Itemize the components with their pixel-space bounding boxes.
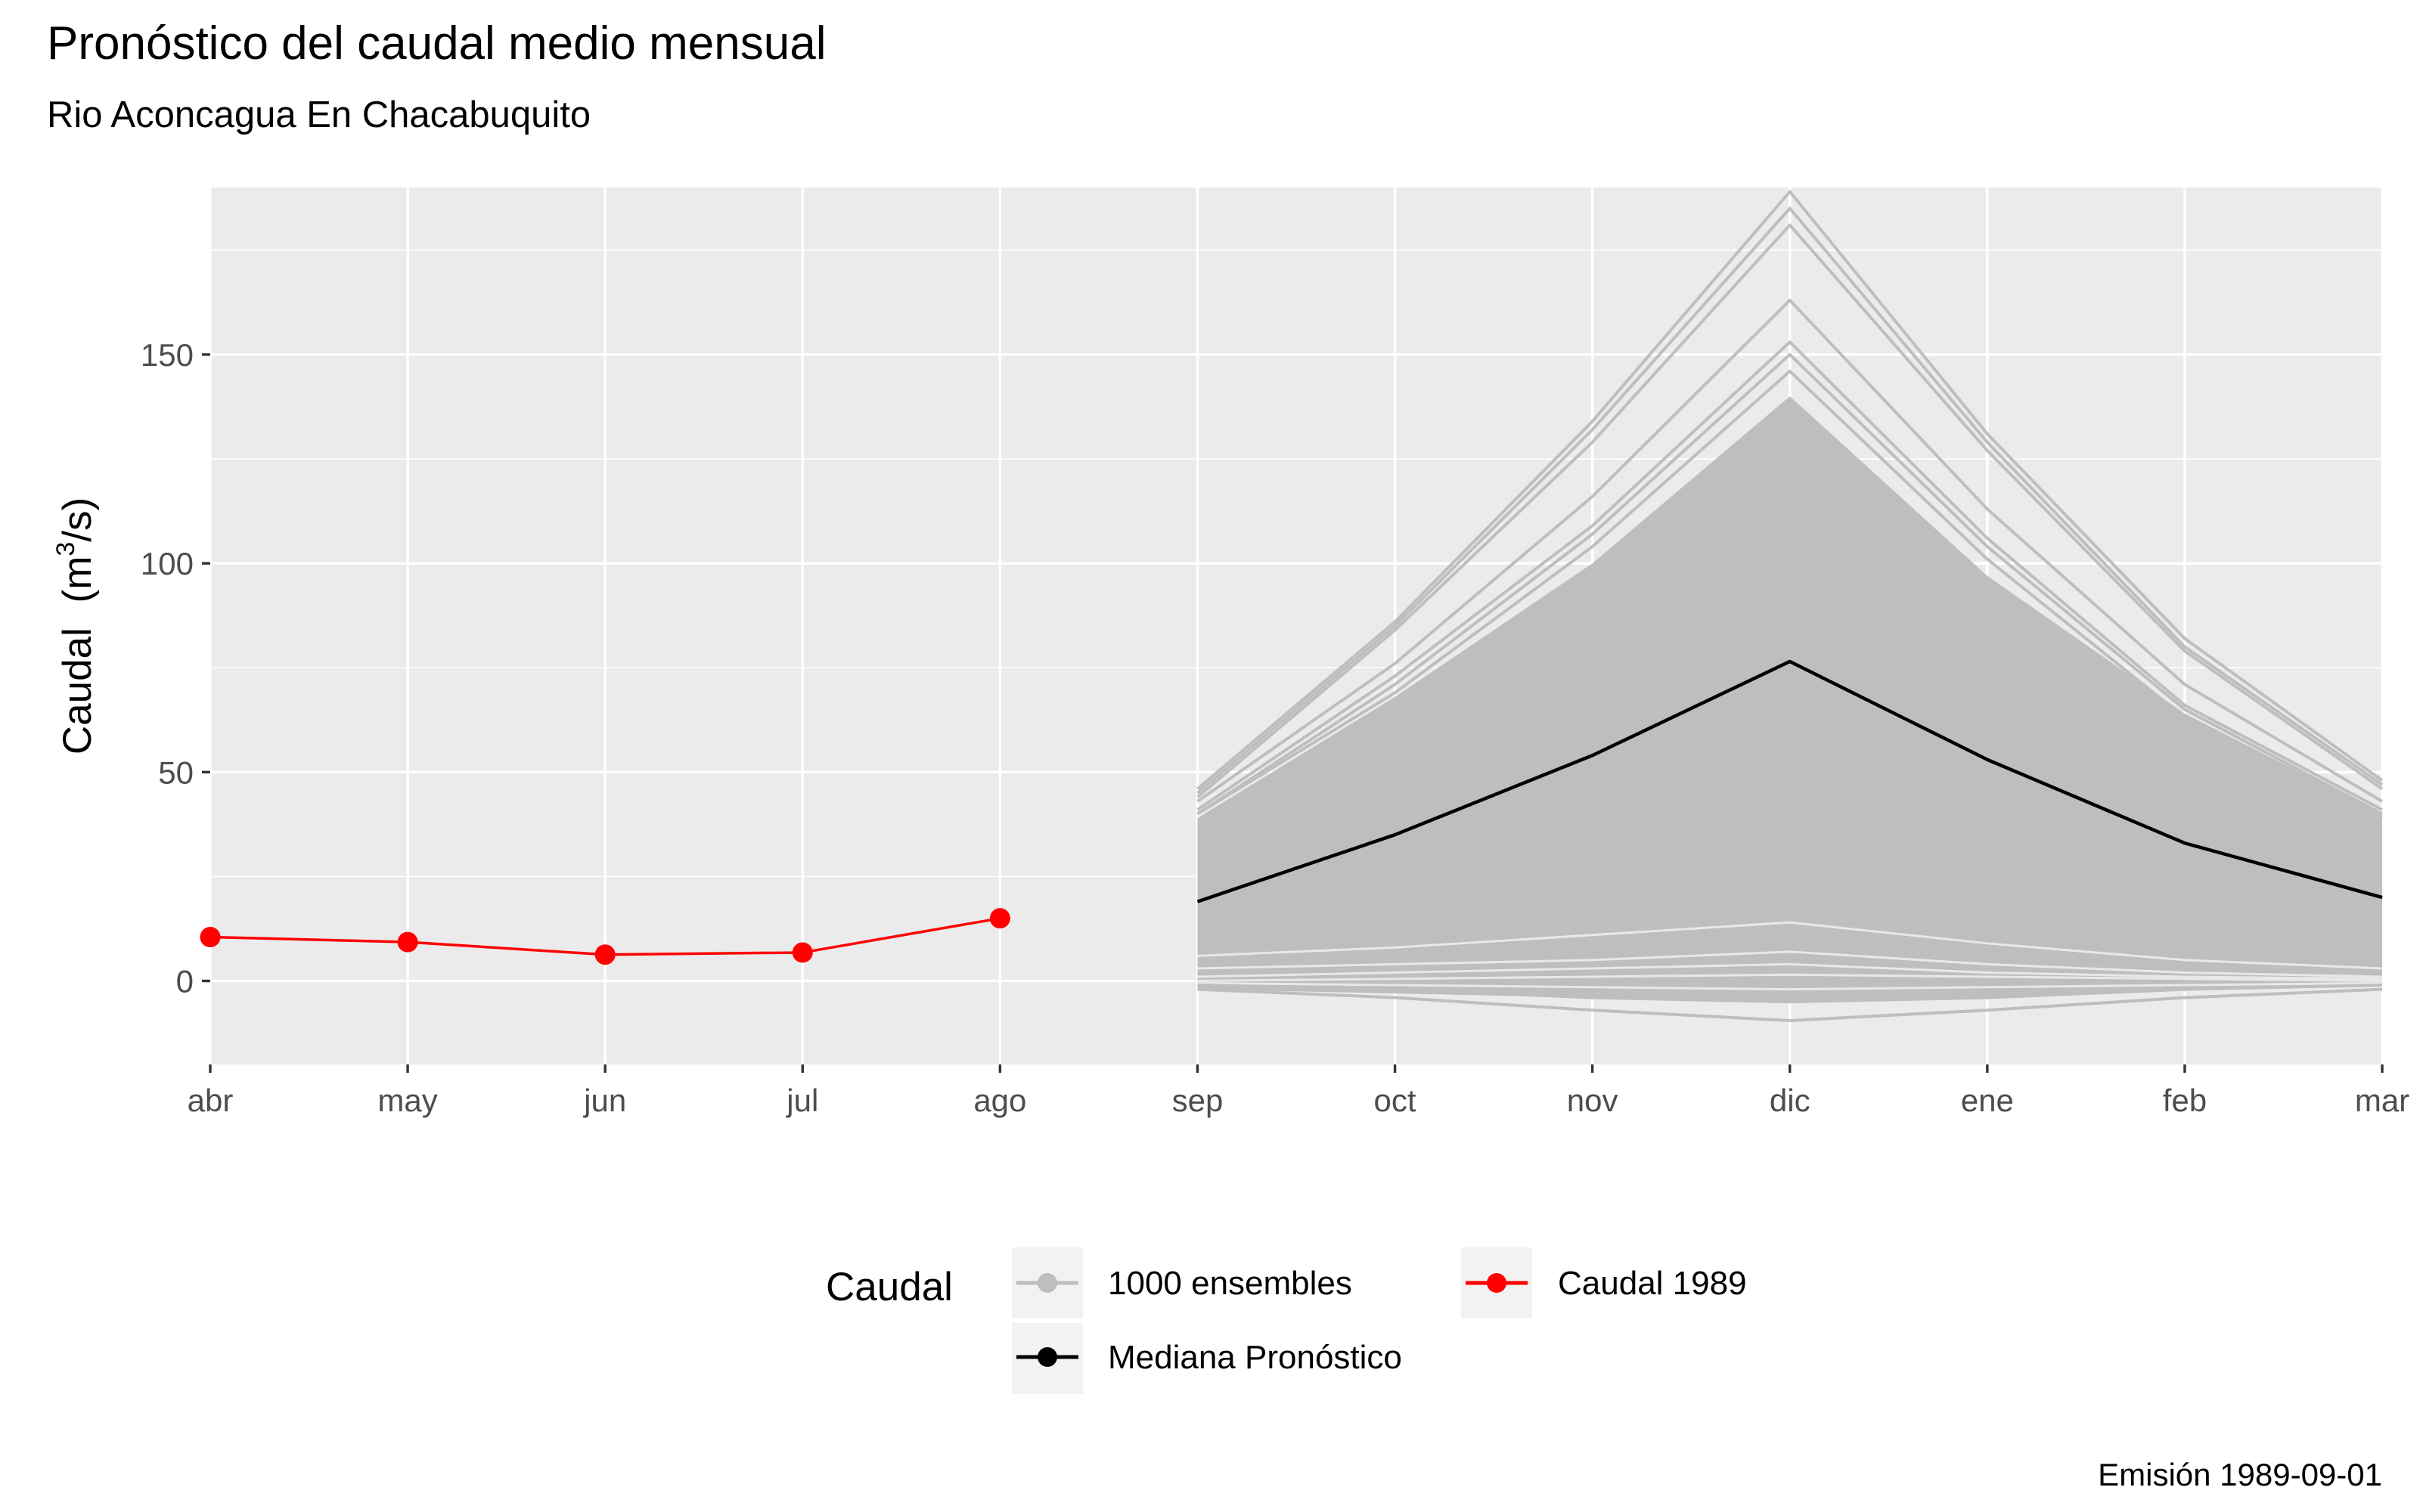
legend-title: Caudal bbox=[826, 1265, 953, 1309]
series-layer bbox=[200, 659, 2383, 965]
observed-point bbox=[594, 944, 616, 965]
ensemble-gap-line bbox=[1197, 981, 2383, 991]
ensemble-member-line bbox=[1196, 352, 2383, 816]
median-line bbox=[1196, 659, 2383, 903]
observed-point bbox=[989, 908, 1010, 929]
ensemble-member-line bbox=[1196, 299, 2384, 803]
caption: Emisión 1989-09-01 bbox=[2098, 1457, 2382, 1492]
y-axis-title: Caudal (m3/s) bbox=[51, 497, 100, 754]
ensemble-member-line bbox=[1197, 984, 2383, 1004]
legend-key-median-point bbox=[1038, 1347, 1057, 1367]
y-axis-title-unit: (m bbox=[55, 556, 100, 603]
x-tick-label: oct bbox=[1374, 1083, 1416, 1118]
y-axis-title-unit-sup: 3 bbox=[51, 542, 80, 556]
x-tick-label: feb bbox=[2163, 1083, 2207, 1118]
observed-point bbox=[200, 927, 221, 948]
ensemble-member-line bbox=[1197, 987, 2383, 1022]
x-tick-layer: abr may jun jul ago sep oct nov dic ene feb mar bbox=[188, 1064, 2409, 1118]
observed-point bbox=[792, 942, 813, 963]
ensemble-gap-line bbox=[1197, 962, 2383, 981]
observed-point bbox=[397, 931, 418, 953]
ensemble-member-line bbox=[1196, 206, 2384, 795]
ensemble-member-line bbox=[1196, 340, 2383, 811]
legend-label-ensembles: 1000 ensembles bbox=[1108, 1265, 1352, 1302]
x-tick-label: jun bbox=[582, 1083, 626, 1118]
ensemble-member-line bbox=[1196, 190, 2384, 790]
chart-title: Pronóstico del caudal medio mensual bbox=[47, 17, 826, 70]
y-tick-layer: 0 50 100 150 bbox=[141, 337, 210, 999]
x-tick-label: sep bbox=[1172, 1083, 1224, 1118]
legend-key-ensembles-point bbox=[1038, 1273, 1057, 1293]
ensemble-gap-line bbox=[1197, 921, 2383, 970]
legend-label-median: Mediana Pronóstico bbox=[1108, 1339, 1402, 1376]
ensemble-gap-line bbox=[1197, 973, 2383, 983]
x-tick-label: ago bbox=[973, 1083, 1026, 1118]
y-tick-label: 50 bbox=[158, 754, 194, 790]
x-tick-label: may bbox=[377, 1083, 437, 1118]
chart-subtitle: Rio Aconcagua En Chacabuquito bbox=[47, 94, 591, 135]
legend-label-observed: Caudal 1989 bbox=[1558, 1265, 1747, 1302]
ensemble-band-layer bbox=[1196, 190, 2384, 1022]
y-tick-label: 100 bbox=[141, 546, 194, 581]
x-tick-label: jul bbox=[785, 1083, 818, 1118]
y-tick-label: 0 bbox=[176, 964, 194, 999]
y-tick-label: 150 bbox=[141, 337, 194, 373]
ensemble-member-line bbox=[1196, 370, 2383, 820]
x-tick-label: nov bbox=[1567, 1083, 1618, 1118]
x-tick-label: mar bbox=[2355, 1083, 2409, 1118]
x-tick-label: abr bbox=[188, 1083, 234, 1118]
legend-key-observed-point bbox=[1487, 1273, 1506, 1293]
ensemble-band bbox=[1197, 396, 2382, 1002]
x-tick-label: ene bbox=[1961, 1083, 2014, 1118]
ensemble-gap-line bbox=[1197, 950, 2383, 978]
ensemble-member-line bbox=[1196, 223, 2384, 799]
legend: Caudal 1000 ensembles Caudal 1989 Median… bbox=[826, 1247, 1747, 1394]
x-tick-label: dic bbox=[1770, 1083, 1810, 1118]
y-axis-title-text: Caudal bbox=[55, 627, 100, 754]
y-axis-title-unit-end: /s) bbox=[55, 497, 100, 542]
